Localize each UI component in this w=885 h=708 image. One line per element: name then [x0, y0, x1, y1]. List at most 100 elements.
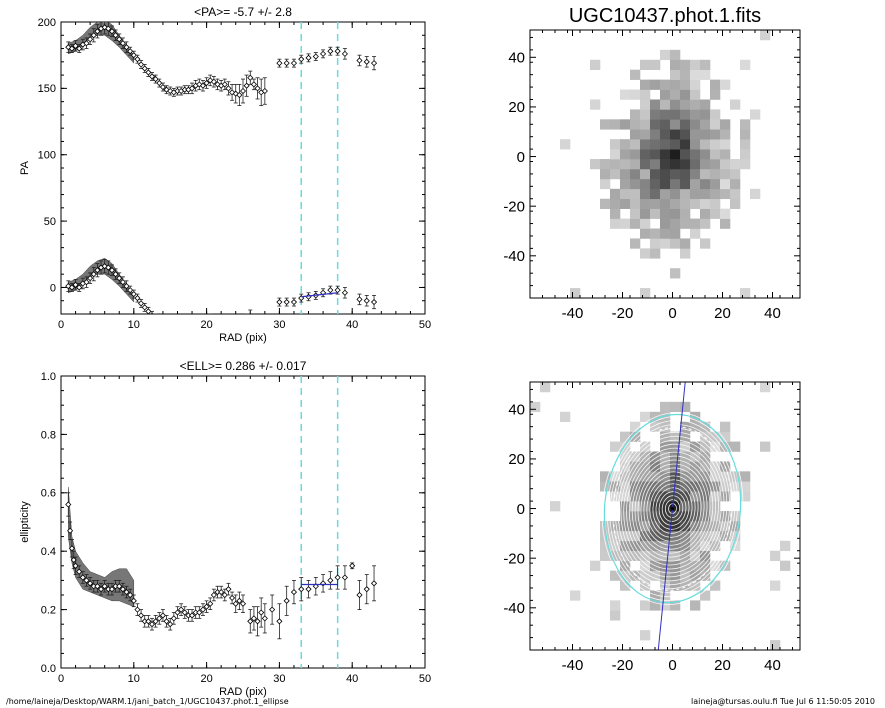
image-pixel — [590, 59, 601, 71]
data-point — [258, 609, 265, 616]
image-pixel — [570, 288, 581, 298]
data-point — [145, 618, 152, 625]
image-pixel — [700, 431, 711, 442]
image-pixel — [610, 159, 621, 170]
image-pixel — [640, 441, 651, 452]
image-pixel — [640, 109, 651, 120]
data-point — [356, 591, 363, 599]
image-pixel — [670, 401, 681, 413]
image-pixel — [620, 451, 631, 462]
x-tick-label: 40 — [346, 319, 358, 331]
image-pixel — [690, 139, 701, 150]
image-pixel — [710, 208, 721, 219]
image-pixel — [730, 198, 741, 209]
image-pixel — [680, 501, 691, 512]
data-point — [298, 586, 305, 593]
x-tick-label: 20 — [200, 673, 212, 685]
data-point — [134, 606, 141, 613]
x-axis-label: RAD (pix) — [219, 686, 267, 698]
image-pixel — [640, 159, 651, 170]
image-pixel — [710, 79, 721, 90]
image-pixel — [670, 441, 681, 452]
image-pixel — [670, 149, 681, 160]
data-point — [83, 40, 90, 47]
image-pixel — [560, 411, 571, 423]
image-pixel — [720, 421, 731, 432]
data-point — [145, 69, 152, 76]
y-axis-label: ellipticity — [19, 501, 31, 543]
image-pixel — [690, 491, 701, 502]
image-pixel — [660, 451, 671, 462]
data-point — [138, 300, 145, 307]
x-tick-label: 30 — [273, 319, 285, 331]
image-pixel — [640, 540, 651, 552]
image-pixel — [680, 441, 691, 452]
image-pixel — [610, 149, 621, 160]
image-pixel — [630, 149, 641, 160]
image-pixel — [610, 119, 621, 130]
image-pixel — [610, 218, 621, 229]
image-pixel — [620, 511, 631, 522]
data-point — [334, 287, 341, 294]
plot-frame — [529, 29, 801, 299]
image-pixel — [610, 139, 621, 150]
image-pixel — [720, 530, 731, 542]
image-pixel — [740, 481, 751, 492]
image-pixel — [680, 550, 691, 561]
data-point — [250, 615, 257, 622]
data-point — [327, 48, 334, 55]
image-pixel — [650, 198, 661, 209]
image-pixel — [760, 441, 771, 452]
image-pixel — [660, 471, 671, 482]
image-pixel — [690, 461, 701, 472]
x-tick-label: 50 — [419, 673, 431, 685]
data-point — [290, 298, 298, 306]
data-point — [186, 326, 191, 331]
image-pixel — [630, 168, 641, 180]
image-pixel — [730, 99, 741, 110]
data-point — [123, 283, 130, 290]
image-pixel — [670, 168, 681, 180]
image-pixel — [720, 431, 731, 442]
footer-file-path: /home/laineja/Desktop/WARM.1/jani_batch_… — [6, 697, 289, 706]
image-pixel — [680, 451, 691, 462]
image-pixel — [620, 188, 631, 200]
image-pixel — [630, 89, 641, 100]
image-pixel — [670, 540, 681, 552]
image-pixel — [600, 119, 611, 130]
data-point — [232, 600, 239, 607]
data-point — [261, 87, 268, 95]
image-pixel — [700, 129, 711, 140]
y-tick-label: 100 — [38, 150, 56, 162]
image-pixel — [640, 79, 651, 90]
y-tick-label: 20 — [508, 99, 525, 116]
image-pixel — [700, 109, 711, 120]
data-point — [334, 48, 341, 55]
image-pixel — [640, 491, 651, 502]
image-pixel — [650, 520, 661, 532]
image-pixel — [690, 159, 701, 170]
image-pixel — [740, 491, 751, 502]
image-pixel — [640, 119, 651, 130]
image-pixel — [700, 218, 711, 229]
data-point — [370, 580, 378, 587]
data-point — [356, 296, 363, 303]
data-point — [203, 79, 210, 87]
data-point — [210, 591, 217, 599]
data-point — [138, 61, 145, 68]
image-pixel — [610, 481, 621, 492]
data-point — [134, 56, 141, 63]
data-point — [225, 85, 232, 92]
image-pixel — [680, 218, 691, 229]
image-pixel — [740, 129, 751, 140]
image-pixel — [700, 520, 711, 532]
image-pixel — [600, 550, 611, 561]
image-pixel — [630, 198, 641, 209]
image-pixel — [750, 188, 761, 200]
image-pixel — [670, 511, 681, 522]
image-pixel — [560, 139, 571, 150]
image-pixel — [660, 560, 671, 571]
x-tick-label: 10 — [128, 673, 140, 685]
data-point — [152, 618, 159, 625]
data-point — [68, 284, 75, 291]
